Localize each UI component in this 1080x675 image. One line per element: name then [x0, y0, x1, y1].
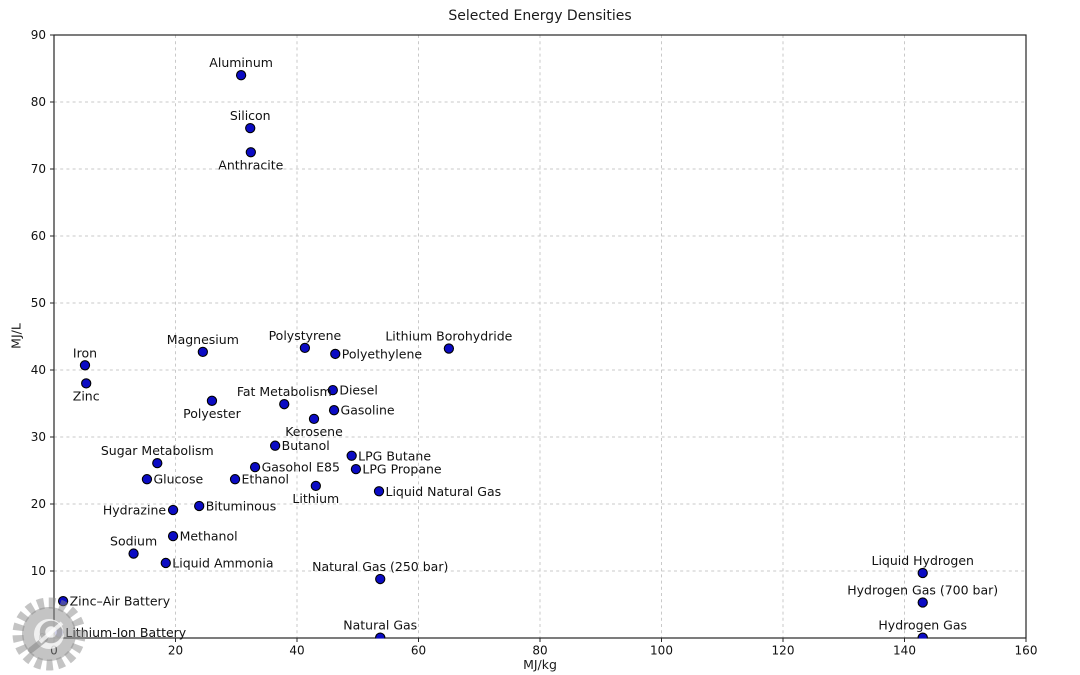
- x-tick-label: 80: [532, 644, 547, 658]
- data-point: [79, 360, 91, 371]
- data-point: [128, 548, 139, 559]
- point-label: Ethanol: [242, 472, 289, 487]
- data-point: [81, 378, 92, 389]
- data-point: [245, 122, 256, 134]
- data-point: [375, 573, 386, 585]
- y-tick-label: 40: [31, 363, 46, 377]
- y-tick-label: 90: [31, 28, 46, 42]
- data-point: [141, 474, 153, 485]
- data-point: [167, 531, 179, 542]
- point-label: Gasohol E85: [262, 460, 340, 475]
- point-label: Sodium: [110, 534, 157, 549]
- y-tick-label: 70: [31, 162, 46, 176]
- y-tick-label: 30: [31, 430, 46, 444]
- x-tick-label: 20: [168, 644, 183, 658]
- point-label: Polystyrene: [269, 328, 342, 343]
- data-point: [235, 70, 247, 81]
- data-point: [310, 480, 321, 492]
- point-label: Zinc: [73, 388, 100, 403]
- data-point: [328, 405, 340, 416]
- point-label: Anthracite: [218, 157, 283, 172]
- point-label: Lithium Borohydride: [385, 329, 512, 344]
- point-label: Gasoline: [341, 403, 395, 418]
- data-point: [917, 597, 928, 608]
- point-label: Iron: [73, 345, 97, 360]
- point-label: Sugar Metabolism: [101, 443, 214, 458]
- x-tick-label: 0: [50, 644, 58, 658]
- point-label: Polyester: [183, 406, 241, 421]
- point-label: Aluminum: [209, 55, 273, 70]
- y-tick-label: 20: [31, 497, 46, 511]
- point-label: Butanol: [282, 438, 330, 453]
- point-label: Fat Metabolism: [237, 384, 332, 399]
- data-point: [346, 450, 357, 461]
- data-point: [279, 399, 290, 410]
- point-label: Natural Gas: [343, 618, 417, 633]
- point-label: Methanol: [180, 529, 238, 544]
- point-label: Hydrazine: [103, 503, 166, 518]
- data-point: [917, 632, 928, 639]
- data-point: [917, 567, 928, 579]
- data-point: [167, 504, 179, 516]
- data-point: [206, 395, 218, 406]
- point-label: Magnesium: [167, 332, 239, 347]
- y-tick-label: 50: [31, 296, 46, 310]
- x-tick-label: 120: [772, 644, 795, 658]
- point-label: Liquid Natural Gas: [386, 484, 502, 499]
- point-label: Liquid Hydrogen: [871, 553, 973, 568]
- y-tick-label: 80: [31, 95, 46, 109]
- data-point: [57, 596, 69, 607]
- data-point: [53, 627, 65, 638]
- data-point: [160, 557, 171, 569]
- data-point: [299, 342, 311, 354]
- x-tick-label: 60: [411, 644, 426, 658]
- data-point: [375, 632, 386, 639]
- data-point: [327, 384, 338, 396]
- data-point: [330, 348, 341, 360]
- data-point: [269, 440, 281, 451]
- point-label: Glucose: [153, 472, 203, 487]
- y-tick-label: 10: [31, 564, 46, 578]
- point-label: Hydrogen Gas (700 bar): [847, 582, 998, 597]
- point-label: Silicon: [230, 108, 271, 123]
- point-label: Liquid Ammonia: [172, 555, 273, 570]
- y-tick-label: 60: [31, 229, 46, 243]
- data-point: [245, 147, 256, 158]
- data-point: [443, 343, 455, 354]
- point-label: LPG Propane: [362, 462, 442, 477]
- point-label: Lithium: [292, 491, 339, 506]
- point-label: Polyethylene: [342, 346, 423, 361]
- x-tick-label: 40: [289, 644, 304, 658]
- chart-title: Selected Energy Densities: [448, 8, 632, 24]
- y-axis-label: MJ/L: [8, 323, 24, 349]
- point-label: LPG Butane: [358, 448, 431, 463]
- point-label: Lithium-Ion Battery: [65, 625, 186, 640]
- point-label: Hydrogen Gas: [878, 618, 967, 633]
- x-tick-label: 100: [650, 644, 673, 658]
- data-point: [194, 500, 205, 512]
- x-tick-label: 160: [1015, 644, 1038, 658]
- point-label: Diesel: [339, 383, 377, 398]
- x-tick-label: 140: [893, 644, 916, 658]
- point-label: Zinc–Air Battery: [70, 594, 171, 609]
- data-point: [350, 464, 362, 475]
- data-point: [249, 461, 261, 473]
- data-point: [308, 413, 320, 425]
- y-tick-label: 0: [38, 631, 46, 645]
- data-point: [197, 346, 208, 358]
- point-label: Kerosene: [285, 424, 343, 439]
- data-point: [229, 474, 241, 485]
- point-label: Bituminous: [206, 499, 277, 514]
- x-axis-label: MJ/kg: [523, 657, 557, 672]
- data-point: [152, 457, 163, 469]
- point-label: Natural Gas (250 bar): [312, 559, 448, 574]
- data-point: [373, 486, 385, 497]
